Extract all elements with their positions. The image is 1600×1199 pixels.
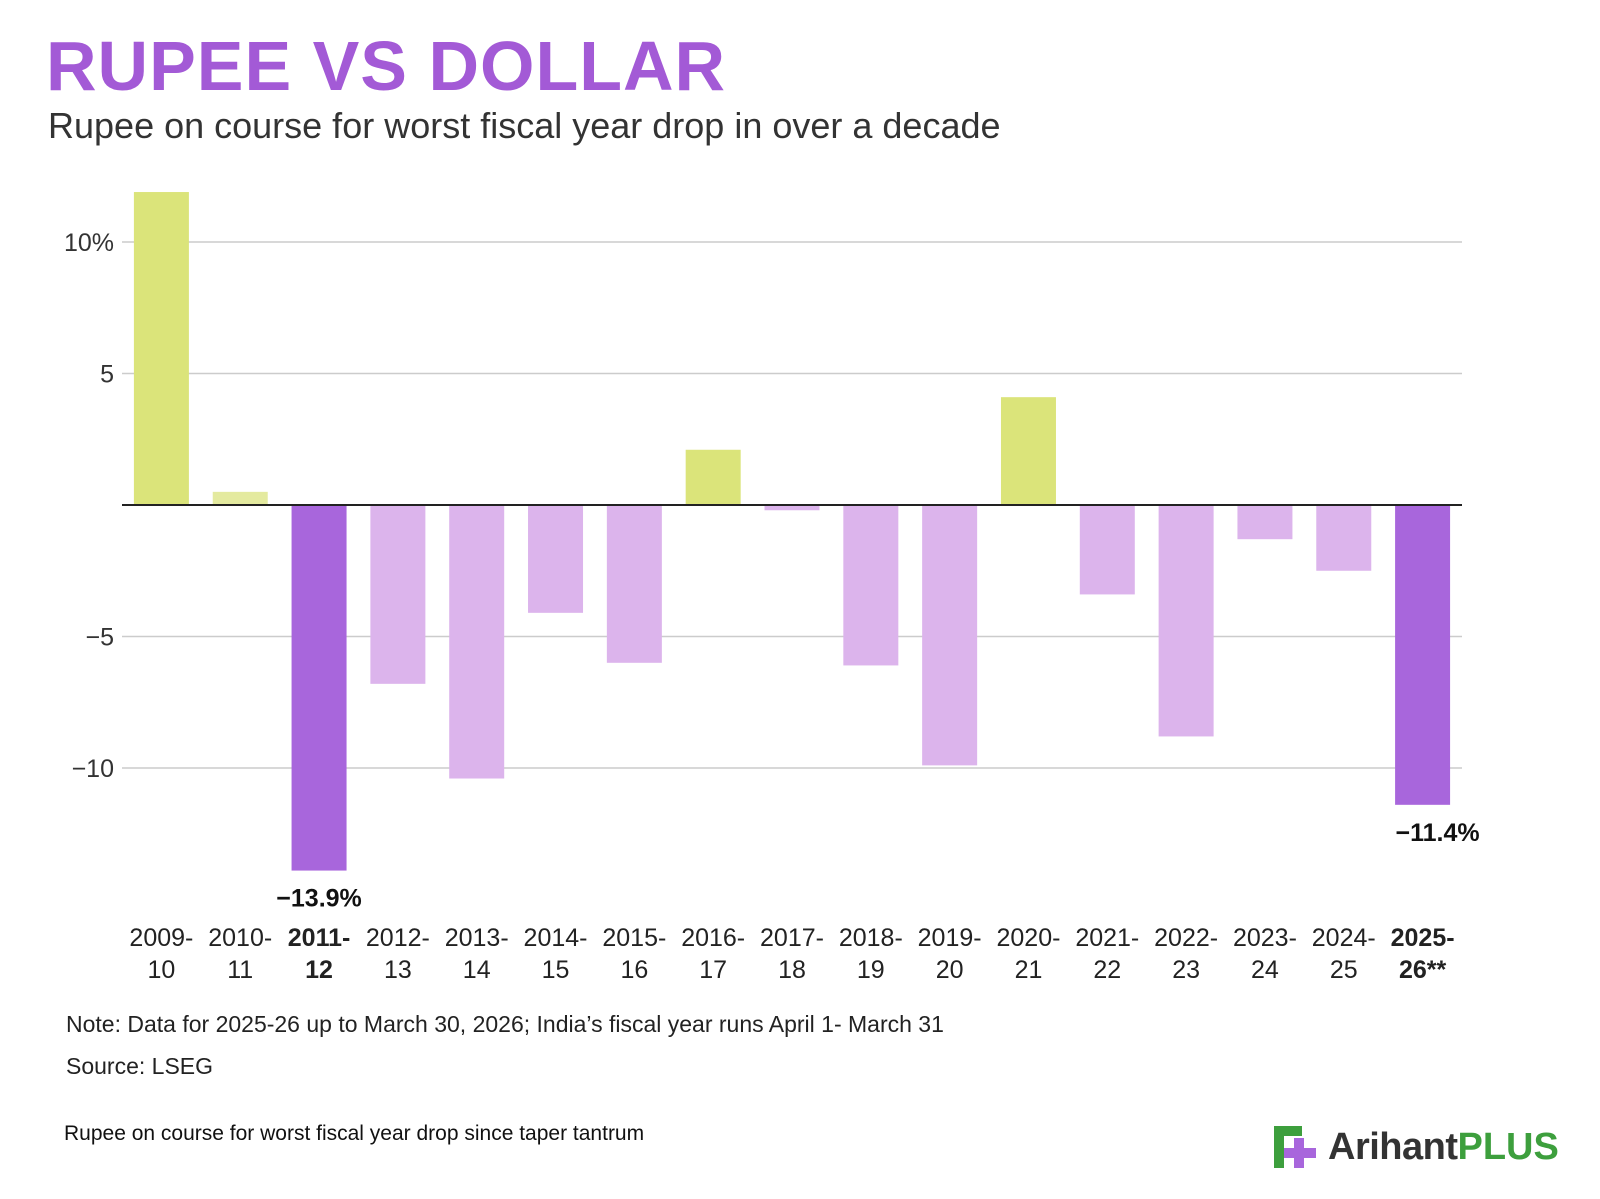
- bar: [212, 491, 268, 505]
- y-tick-label: −10: [72, 755, 114, 783]
- bar: [1000, 397, 1056, 505]
- bar: [1395, 505, 1451, 805]
- y-tick-label: 10%: [64, 229, 114, 257]
- y-tick-label: 5: [100, 361, 114, 389]
- x-tick-label: 2009-: [129, 924, 193, 952]
- bar: [291, 505, 347, 871]
- bar: [922, 505, 978, 766]
- bar: [1316, 505, 1372, 571]
- bar: [1158, 505, 1214, 737]
- y-tick-label: −5: [85, 624, 114, 652]
- x-tick-label: 24: [1251, 956, 1279, 984]
- bar: [1237, 505, 1293, 540]
- x-tick-label: 12: [305, 956, 333, 984]
- chart-source: Source: LSEG: [66, 1053, 214, 1079]
- x-tick-label: 2021-: [1075, 924, 1139, 952]
- brand-logo: Arihant PLUS: [1272, 1122, 1559, 1172]
- x-tick-label: 2025-: [1391, 924, 1455, 952]
- data-label: −13.9%: [276, 885, 362, 913]
- x-tick-label: 23: [1172, 956, 1200, 984]
- bar: [449, 505, 505, 779]
- brand-name: Arihant: [1328, 1125, 1458, 1168]
- x-tick-label: 2019-: [918, 924, 982, 952]
- x-tick-label: 10: [148, 956, 176, 984]
- bar: [133, 192, 189, 505]
- bar: [764, 505, 820, 511]
- x-tick-label: 13: [384, 956, 412, 984]
- x-tick-label: 2020-: [996, 924, 1060, 952]
- chart-note: Note: Data for 2025-26 up to March 30, 2…: [66, 1011, 944, 1037]
- x-tick-label: 22: [1093, 956, 1121, 984]
- x-tick-label: 2024-: [1312, 924, 1376, 952]
- x-tick-label: 2012-: [366, 924, 430, 952]
- x-tick-label: 18: [778, 956, 806, 984]
- x-tick-label: 2014-: [524, 924, 588, 952]
- footer-caption: Rupee on course for worst fiscal year dr…: [64, 1122, 645, 1145]
- chart-subtitle: Rupee on course for worst fiscal year dr…: [48, 105, 1001, 146]
- bar: [685, 449, 741, 505]
- x-tick-label: 2010-: [208, 924, 272, 952]
- x-tick-label: 17: [699, 956, 727, 984]
- bar: [606, 505, 662, 663]
- chart-title: RUPEE VS DOLLAR: [46, 27, 727, 105]
- arihant-logo-icon: [1274, 1126, 1316, 1168]
- bar: [370, 505, 426, 684]
- x-tick-label: 20: [936, 956, 964, 984]
- data-label: −11.4%: [1396, 819, 1480, 847]
- x-tick-label: 2023-: [1233, 924, 1297, 952]
- bar-chart: 10% 5 −5 −10 −13.9% −11.4% 2009- 10 2010- 11 2011-…: [64, 192, 1480, 984]
- x-tick-label: 2011-: [288, 924, 351, 952]
- x-tick-label: 2017-: [760, 924, 824, 952]
- x-tick-label: 2018-: [839, 924, 903, 952]
- x-tick-label: 2016-: [681, 924, 745, 952]
- x-tick-label: 2015-: [602, 924, 666, 952]
- x-tick-label: 21: [1015, 956, 1043, 984]
- x-tick-label: 14: [463, 956, 491, 984]
- brand-plus: PLUS: [1457, 1125, 1559, 1168]
- x-tick-label: 11: [227, 956, 253, 984]
- bar: [843, 505, 899, 666]
- x-tick-label: 2013-: [445, 924, 509, 952]
- x-tick-label: 2022-: [1154, 924, 1218, 952]
- bar: [1079, 505, 1135, 595]
- x-tick-label: 26**: [1399, 956, 1447, 984]
- x-tick-label: 15: [542, 956, 570, 984]
- x-tick-label: 19: [857, 956, 885, 984]
- x-tick-label: 25: [1330, 956, 1358, 984]
- x-tick-label: 16: [620, 956, 648, 984]
- bar: [528, 505, 584, 613]
